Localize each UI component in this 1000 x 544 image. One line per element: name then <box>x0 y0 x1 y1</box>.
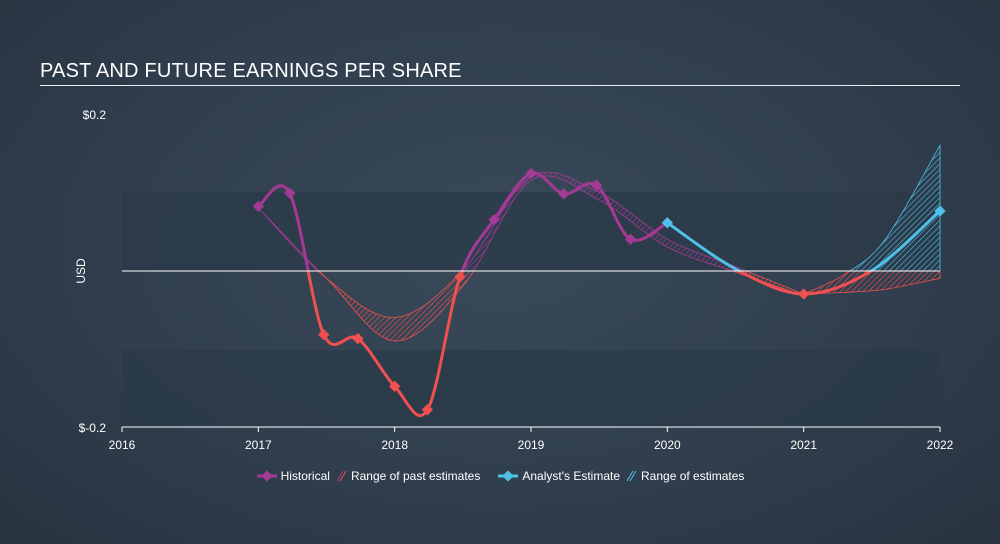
y-tick-label: $-0.2 <box>79 421 107 435</box>
title-divider <box>40 85 960 86</box>
x-tick-label: 2018 <box>381 438 408 452</box>
y-tick-label: $0.2 <box>83 108 107 122</box>
series-0-point[interactable] <box>488 213 500 226</box>
legend-historical-label: Historical <box>280 469 330 483</box>
legend-past-range-label: Range of past estimates <box>350 469 481 483</box>
x-tick-label: 2020 <box>654 438 681 452</box>
plot-band-lower <box>122 350 940 427</box>
chart-title: PAST AND FUTURE EARNINGS PER SHARE <box>40 60 462 82</box>
legend-historical[interactable]: Historical <box>256 469 330 483</box>
y-axis-label: USD <box>74 258 88 284</box>
estimate-start-point[interactable] <box>661 217 673 229</box>
series-line-1-positive <box>666 209 941 271</box>
legend-estimate[interactable]: Analyst's Estimate <box>497 469 620 483</box>
series-0-point[interactable] <box>624 233 637 245</box>
series-1-point[interactable] <box>798 288 810 300</box>
series-0-point[interactable] <box>352 332 364 345</box>
legend-future-range-label: Range of estimates <box>641 469 745 483</box>
legend-future-range[interactable]: Range of estimates <box>626 469 744 483</box>
series-0-point[interactable] <box>525 167 537 180</box>
series-line-0-negative <box>306 271 464 418</box>
series-0-point[interactable] <box>421 404 434 416</box>
series-0-point[interactable] <box>284 187 296 199</box>
series-1-point[interactable] <box>934 205 946 217</box>
x-tick-label: 2021 <box>790 438 817 452</box>
x-tick-label: 2022 <box>927 438 954 452</box>
legend: Historical Range of past estimates Analy… <box>0 469 1000 483</box>
estimate-legend-icon <box>498 470 519 482</box>
legend-estimate-label: Analyst's Estimate <box>522 469 621 483</box>
series-0-point[interactable] <box>590 179 603 191</box>
plot-band-upper <box>122 192 940 271</box>
legend-past-range[interactable]: Range of past estimates <box>336 469 480 483</box>
series-0-point[interactable] <box>454 271 466 283</box>
past-range-legend-icon <box>336 470 347 482</box>
x-tick-label: 2017 <box>245 438 272 452</box>
series-0-point[interactable] <box>318 329 330 341</box>
series-0-point[interactable] <box>558 188 570 200</box>
future-range-legend-icon <box>626 470 637 482</box>
x-tick-label: 2016 <box>109 438 136 452</box>
series-0-point[interactable] <box>389 380 401 392</box>
historical-legend-icon <box>256 470 277 482</box>
x-tick-label: 2019 <box>518 438 545 452</box>
future-range-positive <box>849 143 941 271</box>
